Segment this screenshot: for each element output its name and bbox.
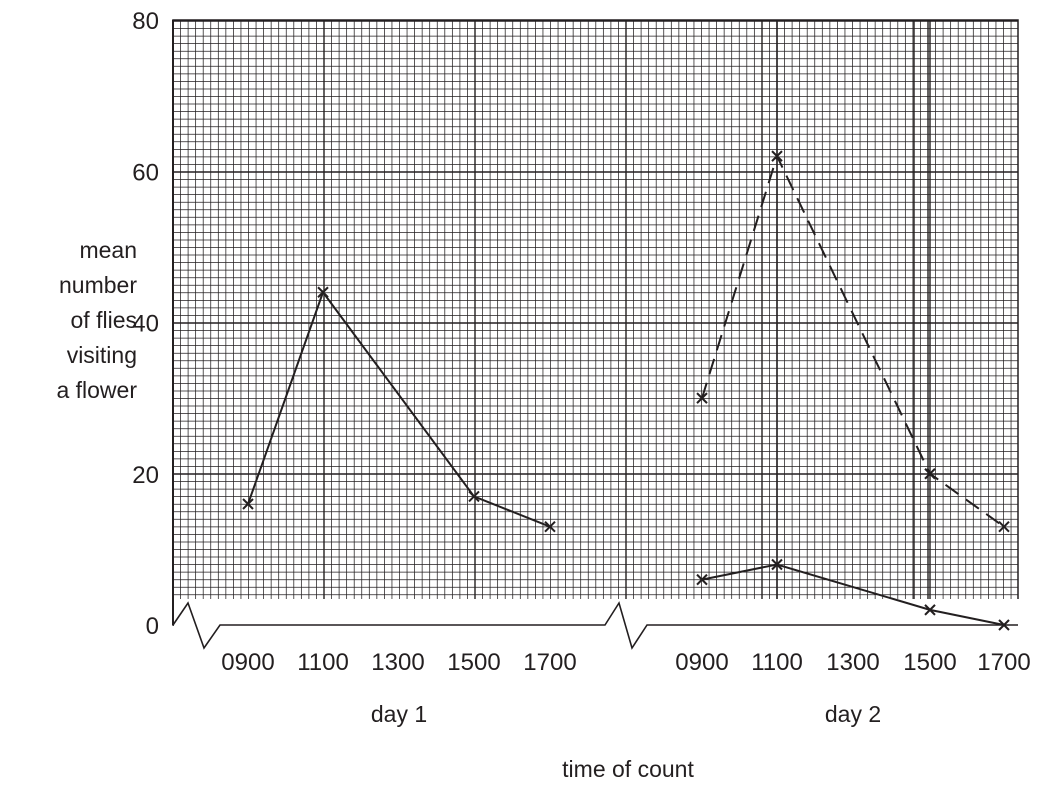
y-tick-label: 0 [146,613,159,640]
y-tick-label: 20 [132,462,159,489]
series-line [247,290,551,528]
y-axis-title-line: number [59,272,137,298]
data-point-stroke [998,520,1010,533]
data-point-cross [317,286,329,298]
group-label: day 2 [825,701,881,727]
group-label: day 1 [371,701,427,727]
y-tick-label: 80 [132,8,159,35]
data-point-cross [696,573,708,586]
x-tick-label: 1500 [447,649,500,676]
data-point-cross [771,150,783,162]
data-point-cross [468,490,480,503]
series-line [701,563,1005,626]
tick-labels: 0 20 40 60 80 0900 1100 1300 1500 1700 0900 1100 130… [132,8,1030,676]
y-axis-title-line: of flies [71,307,137,333]
data-point-stroke [696,392,708,404]
data-point-cross [998,520,1010,533]
x-tick-label: 1700 [523,649,576,676]
data-point-stroke [468,490,480,503]
data-point-cross [696,392,708,404]
data-point-stroke [544,520,556,533]
x-tick-label: 1300 [826,649,879,676]
y-tick-label: 60 [132,159,159,186]
x-tick-label: 1500 [903,649,956,676]
x-tick-label: 0900 [675,649,728,676]
axis-labels: day 1 day 2 mean number of flies visiting a fl… [56,237,881,782]
data-point-stroke [696,573,708,586]
data-point-cross [924,468,936,480]
x-axis-title: time of count [562,756,694,782]
x-tick-label: 0900 [221,649,274,676]
data-point-stroke [771,150,783,162]
series-line [701,153,1005,528]
data-point-cross [998,619,1010,631]
data-point-stroke [998,619,1010,631]
x-tick-label: 1100 [751,649,803,676]
data-point-cross [242,498,254,510]
data-point-stroke [242,498,254,510]
y-axis [172,20,1019,650]
data-point-stroke [317,286,329,298]
x-tick-label: 1300 [371,649,424,676]
x-axis-break-line [172,601,1018,650]
data-point-stroke [771,558,783,571]
x-tick-label: 1700 [977,649,1030,676]
y-tick-label: 40 [132,311,159,338]
y-axis-title-line: visiting [67,342,137,368]
data-point-stroke [924,468,936,480]
series-layer [242,150,1010,631]
data-point-stroke [924,604,936,616]
y-axis-title-line: mean [79,237,137,263]
data-point-cross [924,604,936,616]
data-point-cross [771,558,783,571]
y-axis-title-line: a flower [56,377,137,403]
axis-break-mask [174,599,1019,629]
data-point-cross [544,520,556,533]
x-tick-label: 1100 [297,649,349,676]
grid [172,19,1019,626]
